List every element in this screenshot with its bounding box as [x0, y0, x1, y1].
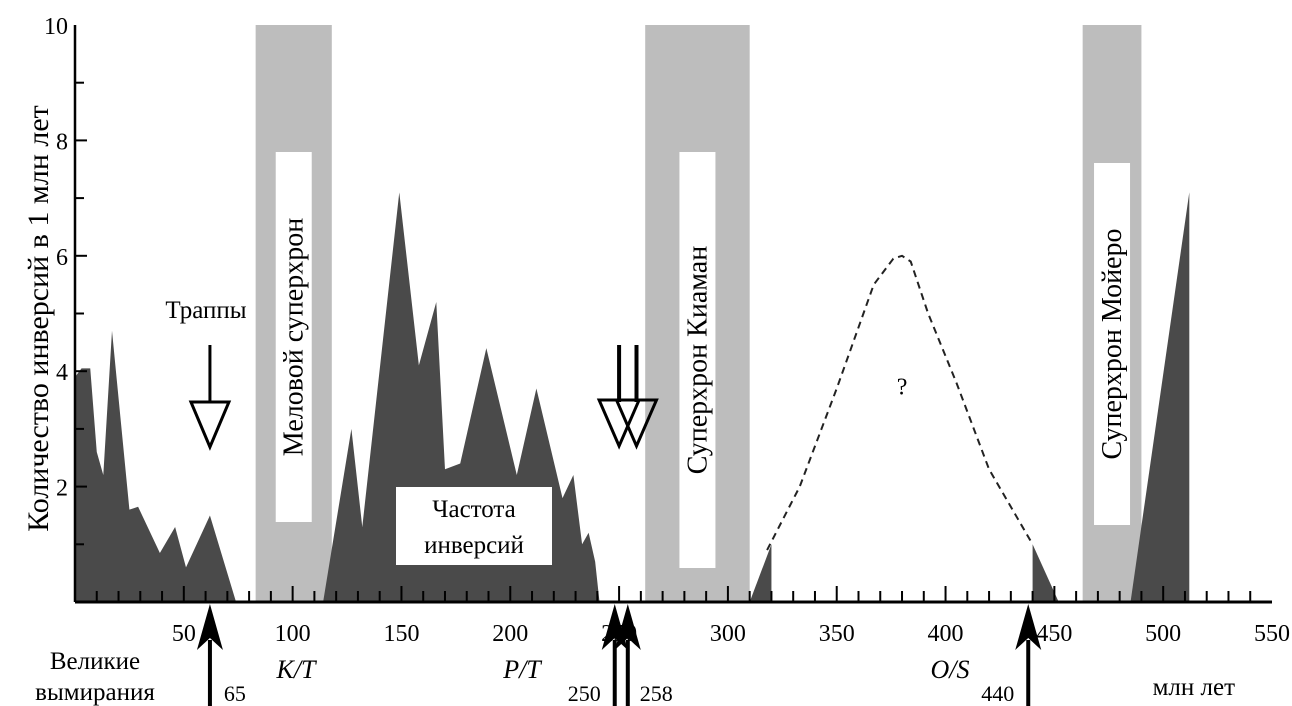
x-tick-label: 100	[275, 621, 311, 647]
frequency-label-line: инверсий	[424, 532, 524, 559]
axes: 50100150200250300350400450500550246810Ко…	[22, 14, 1290, 701]
superchron-label-box	[679, 152, 716, 568]
superchron-label: Суперхрон Киаман	[682, 246, 713, 474]
trap-arrow-head	[188, 400, 232, 451]
superchron-label: Меловой суперхрон	[279, 218, 310, 456]
superchron-label-box	[1094, 163, 1131, 525]
y-tick-label: 2	[56, 476, 68, 502]
frequency-area	[75, 330, 237, 602]
x-tick-label: 150	[383, 621, 419, 647]
superchron-label-box	[275, 152, 312, 522]
extinction-number: 250	[568, 681, 601, 706]
frequency-label-line: Частота	[432, 496, 516, 523]
y-tick-label: 6	[56, 245, 68, 271]
extinction-boundary: K/T	[275, 655, 317, 684]
extinction-number: 258	[640, 681, 673, 706]
extinction-arrow-head	[1015, 604, 1042, 650]
extinction-arrow-head	[196, 604, 223, 650]
extinction-number: 440	[981, 681, 1014, 706]
x-axis-title: млн лет	[1153, 674, 1235, 701]
extinction-arrow-head	[614, 604, 641, 650]
y-tick-label: 8	[56, 129, 68, 155]
x-tick-label: 500	[1145, 621, 1181, 647]
extinctions-label-line: вымирания	[35, 679, 155, 706]
x-tick-label: 300	[710, 621, 746, 647]
extinctions-label-line: Великие	[50, 648, 140, 675]
x-tick-label: 50	[172, 621, 196, 647]
question-mark: ?	[897, 374, 908, 400]
y-tick-label: 4	[56, 360, 68, 386]
traps-label: Траппы	[165, 297, 246, 324]
dashed-curve	[766, 254, 1034, 551]
frequency-area	[1130, 192, 1190, 602]
extinction-boundary: O/S	[931, 655, 970, 684]
extinction-number: 65	[224, 681, 246, 706]
x-tick-label: 200	[492, 621, 528, 647]
trap-arrow-head	[614, 398, 659, 450]
extinction-boundary: P/T	[502, 655, 542, 684]
x-tick-label: 450	[1036, 621, 1072, 647]
frequency-area	[1032, 544, 1059, 602]
annotations: Траппы Частота инверсий Великие вымирания 65 K…	[35, 297, 1042, 706]
y-tick-label: 10	[44, 14, 68, 40]
dashed-estimate: ?	[766, 254, 1034, 551]
x-tick-label: 350	[819, 621, 855, 647]
frequency-area	[749, 544, 772, 602]
frequency-label-box	[396, 487, 552, 565]
x-tick-label: 550	[1254, 621, 1290, 647]
reversal-frequency-areas	[75, 192, 1190, 602]
y-axis-title: Количество инверсий в 1 млн лет	[22, 105, 55, 532]
superchron-label: Суперхрон Мойеро	[1097, 229, 1128, 460]
x-tick-label: 400	[928, 621, 964, 647]
superchron-bands: Меловой суперхрон Суперхрон Киаман Суперхр…	[255, 25, 1142, 602]
